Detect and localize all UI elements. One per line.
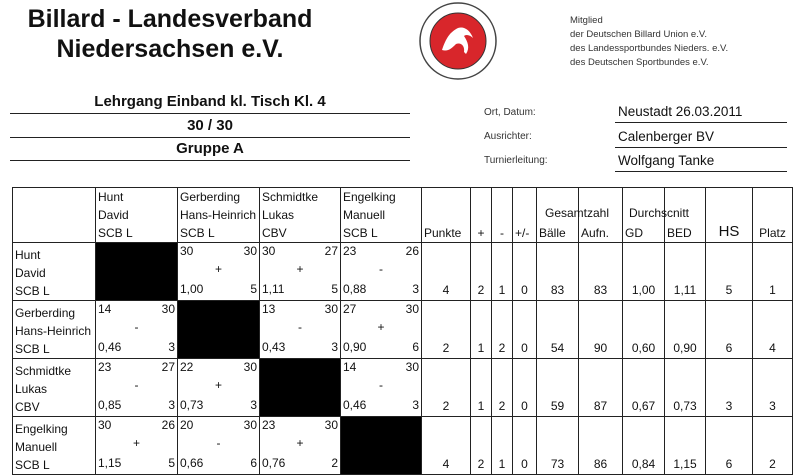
column-header-aufn: Aufn. bbox=[578, 187, 623, 243]
opponent-header: Schmidtke Lukas CBV bbox=[259, 187, 341, 243]
stat-pm: 0 bbox=[512, 300, 537, 359]
stat-gd: 0,67 bbox=[622, 358, 665, 417]
info-value: Neustadt 26.03.2011 bbox=[615, 101, 787, 123]
event-distance: 30 / 30 bbox=[10, 115, 410, 138]
stat-gd: 0,84 bbox=[622, 416, 665, 475]
info-value: Wolfgang Tanke bbox=[615, 150, 787, 172]
player-name: Engelking Manuell SCB L bbox=[12, 416, 96, 475]
stat-punkte: 2 bbox=[421, 300, 471, 359]
stat-gd: 1,00 bbox=[622, 242, 665, 301]
stat-plus: 1 bbox=[470, 358, 492, 417]
stat-bed: 1,15 bbox=[664, 416, 706, 475]
stat-aufn: 87 bbox=[578, 358, 623, 417]
header-empty bbox=[12, 187, 96, 243]
info-label: Turnierleitung: bbox=[484, 155, 548, 166]
column-header-gd: Durchscnitt GD bbox=[622, 187, 689, 243]
stat-gd: 0,60 bbox=[622, 300, 665, 359]
stat-aufn: 90 bbox=[578, 300, 623, 359]
opponent-header: Gerberding Hans-Heinrich SCB L bbox=[177, 187, 260, 243]
stat-bed: 0,90 bbox=[664, 300, 706, 359]
info-label: Ort, Datum: bbox=[484, 107, 536, 118]
association-logo bbox=[419, 2, 497, 80]
stat-baelle: 73 bbox=[536, 416, 579, 475]
stat-pm: 0 bbox=[512, 242, 537, 301]
stat-minus: 1 bbox=[491, 416, 513, 475]
opponent-header: Engelking Manuell SCB L bbox=[340, 187, 422, 243]
column-header-platz: Platz bbox=[752, 187, 793, 243]
stat-punkte: 4 bbox=[421, 242, 471, 301]
stat-plus: 1 bbox=[470, 300, 492, 359]
event-group: Gruppe A bbox=[10, 138, 410, 161]
player-name: Gerberding Hans-Heinrich SCB L bbox=[12, 300, 96, 359]
results-table: Hunt David SCB L Gerberding Hans-Heinrich SCB… bbox=[12, 187, 793, 475]
diagonal-blank bbox=[177, 300, 260, 359]
stat-baelle: 83 bbox=[536, 242, 579, 301]
stat-minus: 2 bbox=[491, 358, 513, 417]
column-header-hs: HS bbox=[705, 187, 753, 243]
stat-platz: 3 bbox=[752, 358, 793, 417]
stat-aufn: 86 bbox=[578, 416, 623, 475]
diagonal-blank bbox=[259, 358, 341, 417]
stat-platz: 1 bbox=[752, 242, 793, 301]
column-header-plus: + bbox=[470, 187, 492, 243]
stat-minus: 1 bbox=[491, 242, 513, 301]
stat-punkte: 2 bbox=[421, 358, 471, 417]
player-name: Hunt David SCB L bbox=[12, 242, 96, 301]
column-header-baelle: Gesamtzahl Bälle bbox=[536, 187, 609, 243]
table-row: Engelking Manuell SCB L 30 26 + 1,15 5 20 30 … bbox=[12, 416, 793, 475]
stat-hs: 3 bbox=[705, 358, 753, 417]
diagonal-blank bbox=[340, 416, 422, 475]
membership-text: Mitglied der Deutschen Billard Union e.V.… bbox=[570, 15, 729, 68]
column-header-minus: - bbox=[491, 187, 513, 243]
diagonal-blank bbox=[95, 242, 178, 301]
match-cell: 14 30 - 0,46 3 bbox=[340, 358, 422, 417]
stat-bed: 0,73 bbox=[664, 358, 706, 417]
stat-bed: 1,11 bbox=[664, 242, 706, 301]
column-header-pm: +/- bbox=[512, 187, 537, 243]
info-label: Ausrichter: bbox=[484, 131, 532, 142]
info-value: Calenberger BV bbox=[615, 126, 787, 148]
match-cell: 22 30 + 0,73 3 bbox=[177, 358, 260, 417]
stat-hs: 5 bbox=[705, 242, 753, 301]
stat-plus: 2 bbox=[470, 242, 492, 301]
match-cell: 27 30 + 0,90 6 bbox=[340, 300, 422, 359]
stat-minus: 2 bbox=[491, 300, 513, 359]
match-cell: 23 30 + 0,76 2 bbox=[259, 416, 341, 475]
event-name: Lehrgang Einband kl. Tisch Kl. 4 bbox=[10, 91, 410, 114]
stat-platz: 2 bbox=[752, 416, 793, 475]
table-row: Hunt David SCB L 30 30 + 1,00 5 30 27 + 1,11 5… bbox=[12, 242, 793, 301]
match-cell: 13 30 - 0,43 3 bbox=[259, 300, 341, 359]
stat-platz: 4 bbox=[752, 300, 793, 359]
match-cell: 23 26 - 0,88 3 bbox=[340, 242, 422, 301]
stat-pm: 0 bbox=[512, 358, 537, 417]
stat-punkte: 4 bbox=[421, 416, 471, 475]
match-cell: 20 30 - 0,66 6 bbox=[177, 416, 260, 475]
stat-plus: 2 bbox=[470, 416, 492, 475]
stat-aufn: 83 bbox=[578, 242, 623, 301]
match-cell: 30 26 + 1,15 5 bbox=[95, 416, 178, 475]
match-cell: 14 30 - 0,46 3 bbox=[95, 300, 178, 359]
match-cell: 23 27 - 0,85 3 bbox=[95, 358, 178, 417]
page-title: Billard - Landesverband Niedersachsen e.V… bbox=[27, 5, 313, 63]
stat-hs: 6 bbox=[705, 300, 753, 359]
opponent-header: Hunt David SCB L bbox=[95, 187, 178, 243]
stat-hs: 6 bbox=[705, 416, 753, 475]
column-header-punkte: Punkte bbox=[421, 187, 471, 243]
table-row: Gerberding Hans-Heinrich SCB L 14 30 - 0,46… bbox=[12, 300, 793, 359]
player-name: Schmidtke Lukas CBV bbox=[12, 358, 96, 417]
stat-baelle: 54 bbox=[536, 300, 579, 359]
match-cell: 30 30 + 1,00 5 bbox=[177, 242, 260, 301]
match-cell: 30 27 + 1,11 5 bbox=[259, 242, 341, 301]
stat-pm: 0 bbox=[512, 416, 537, 475]
stat-baelle: 59 bbox=[536, 358, 579, 417]
table-row: Schmidtke Lukas CBV 23 27 - 0,85 3 22 30 + 0,… bbox=[12, 358, 793, 417]
